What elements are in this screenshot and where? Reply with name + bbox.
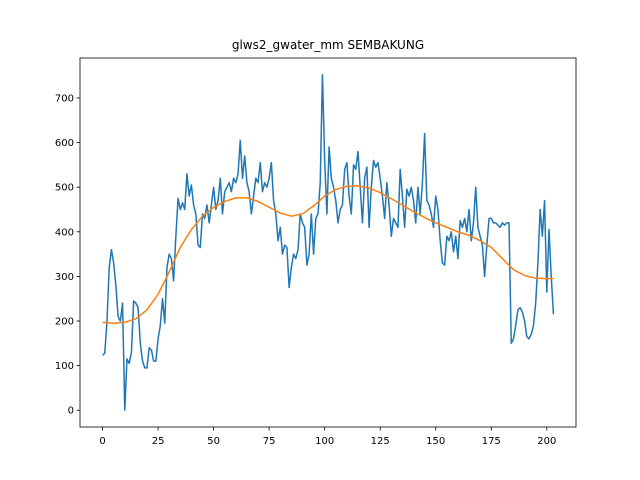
line	[102, 74, 555, 411]
y-tick-label: 500	[55, 183, 74, 194]
y-tick-label: 600	[55, 138, 74, 149]
x-tick-label: 175	[482, 436, 501, 447]
axes-frame	[79, 57, 577, 428]
y-tick-label: 400	[55, 227, 74, 238]
y-tick-label: 300	[55, 272, 74, 283]
x-tick-label: 75	[263, 436, 276, 447]
x-tick-label: 125	[371, 436, 390, 447]
y-tick-label: 700	[55, 93, 74, 104]
chart-title: glws2_gwater_mm SEMBAKUNG	[232, 38, 424, 52]
y-tick-label: 0	[68, 406, 74, 417]
y-tick-label: 100	[55, 361, 74, 372]
x-tick-label: 100	[315, 436, 334, 447]
x-tick-label: 25	[152, 436, 165, 447]
line	[102, 185, 554, 324]
y-tick-label: 200	[55, 317, 74, 328]
x-tick-label: 50	[207, 436, 220, 447]
x-tick-label: 150	[426, 436, 445, 447]
x-tick-label: 0	[99, 436, 105, 447]
x-tick-label: 200	[537, 436, 556, 447]
